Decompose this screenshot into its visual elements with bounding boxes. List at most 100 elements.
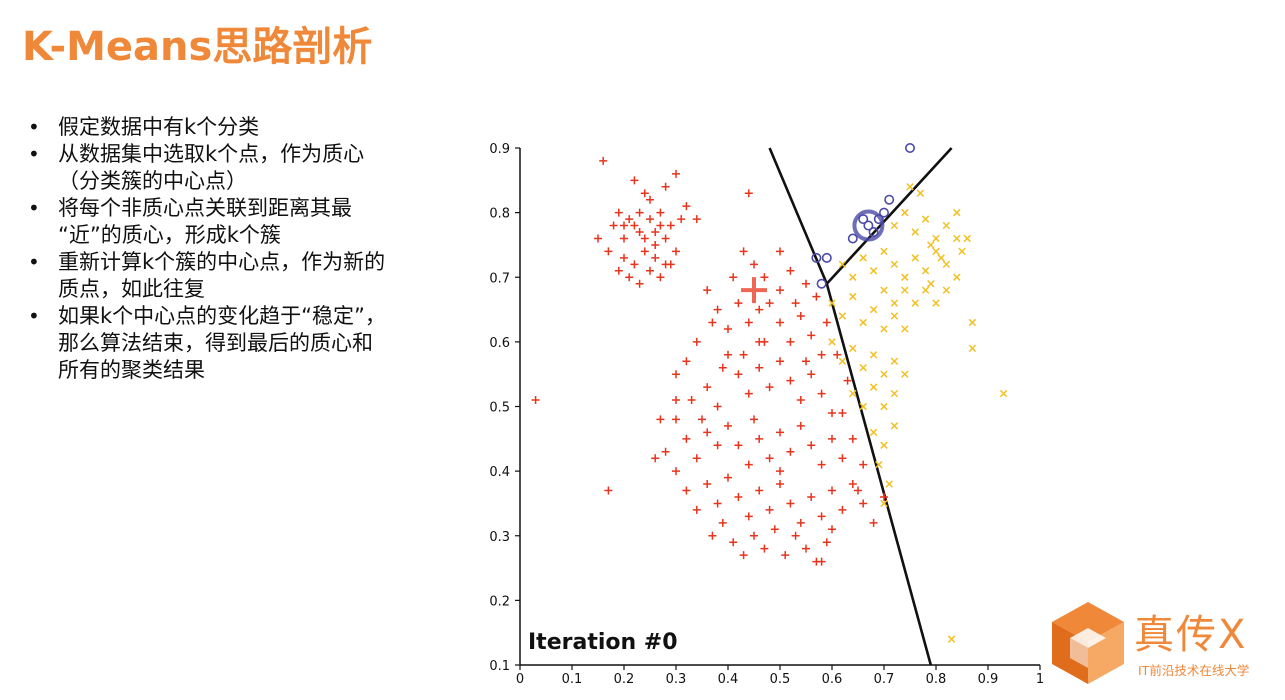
y-tick-label: 0.4: [489, 465, 510, 480]
data-point-red: [786, 337, 795, 346]
chart-points: [531, 143, 1008, 643]
data-point-red: [713, 499, 722, 508]
data-point-red: [848, 480, 857, 489]
data-point-yellow: [968, 344, 977, 353]
data-point-yellow: [921, 267, 930, 275]
x-tick-label: 0.4: [718, 672, 739, 687]
data-point-red: [708, 531, 717, 540]
x-tick-label: 0.7: [874, 672, 895, 687]
x-tick-label: 0.9: [978, 672, 999, 687]
data-point-red: [656, 415, 665, 424]
data-point-yellow: [901, 370, 909, 378]
data-point-red: [807, 370, 816, 379]
data-point-red: [744, 189, 753, 198]
x-tick-label: 0.1: [562, 672, 583, 687]
x-tick-label: 0.6: [822, 672, 843, 687]
bullet-item: • 从数据集中选取k个点，作为质心 （分类簇的中心点）: [24, 141, 464, 195]
data-point-red: [776, 286, 784, 295]
data-point-red: [838, 408, 847, 417]
bullet-line: 假定数据中有k个分类: [58, 115, 260, 139]
data-point-yellow: [885, 480, 893, 488]
bullet-line: 那么算法结束，得到最后的质心和: [58, 331, 373, 355]
data-point-red: [807, 331, 816, 340]
data-point-red: [791, 299, 800, 308]
data-point-yellow: [927, 279, 935, 288]
data-point-red: [692, 505, 701, 514]
data-point-red: [651, 253, 660, 262]
data-point-red: [635, 279, 644, 288]
data-point-red: [739, 551, 748, 560]
data-point-red: [776, 357, 784, 366]
data-point-red: [791, 531, 800, 540]
data-point-yellow: [958, 247, 966, 256]
data-point-yellow: [942, 221, 951, 230]
data-point-yellow: [849, 292, 857, 301]
bullet-line: （分类簇的中心点）: [58, 169, 247, 193]
data-point-red: [760, 544, 769, 553]
data-point-red: [604, 247, 613, 256]
data-point-yellow: [932, 234, 940, 243]
data-point-red: [822, 318, 831, 327]
bullet-line: “近”的质心，形成k个簇: [58, 223, 281, 247]
data-point-red: [770, 525, 779, 534]
data-point-red: [786, 447, 795, 456]
data-point-red: [661, 182, 670, 191]
data-point-red: [703, 286, 712, 295]
data-point-red: [859, 460, 868, 469]
data-point-yellow: [890, 260, 899, 269]
data-point-red: [651, 240, 660, 249]
data-point-yellow: [880, 325, 888, 333]
data-point-red: [739, 247, 748, 256]
data-point-yellow: [901, 286, 909, 294]
data-point-red: [802, 544, 810, 553]
data-point-red: [614, 208, 623, 217]
data-point-red: [734, 299, 743, 308]
data-point-yellow: [999, 389, 1008, 398]
bullet-line: 重新计算k个簇的中心点，作为新的: [58, 250, 386, 274]
bullet-line: 所有的聚类结果: [58, 358, 205, 382]
data-point-blue: [816, 278, 827, 289]
data-point-red: [656, 221, 665, 230]
data-point-red: [796, 396, 805, 405]
data-point-red: [796, 518, 805, 527]
data-point-red: [848, 434, 857, 443]
data-point-red: [640, 247, 649, 256]
data-point-red: [656, 208, 665, 217]
data-point-red: [630, 221, 639, 230]
data-point-red: [869, 518, 878, 527]
data-point-yellow: [838, 357, 847, 365]
data-point-red: [817, 512, 826, 521]
bullet-dot: •: [28, 250, 40, 274]
scatter-chart: 0 0.1 0.2 0.3 0.4 0.5 0.6 0.7 0.8 0.9 1 0.1 0.2 0.3 0.…: [489, 142, 1044, 687]
data-point-yellow: [901, 273, 909, 281]
data-point-red: [713, 402, 722, 411]
bullet-item: • 将每个非质心点关联到距离其最 “近”的质心，形成k个簇: [24, 195, 464, 249]
data-point-red: [661, 447, 670, 456]
data-point-red: [666, 260, 675, 269]
data-point-red: [833, 350, 842, 359]
chart-annotation: Iteration #0: [528, 630, 678, 655]
data-point-red: [646, 195, 654, 204]
data-point-red: [817, 460, 826, 469]
data-point-red: [640, 189, 649, 198]
data-point-red: [692, 215, 701, 224]
x-tick-label: 0: [516, 672, 524, 687]
data-point-yellow: [828, 338, 836, 346]
centroid-blue: [852, 209, 885, 242]
data-point-yellow: [828, 299, 836, 307]
data-point-blue: [868, 227, 879, 238]
y-tick-label: 0.2: [489, 594, 510, 609]
data-point-red: [531, 396, 540, 405]
data-point-red: [750, 531, 758, 540]
data-point-red: [859, 499, 868, 508]
data-point-red: [594, 234, 602, 243]
data-point-yellow: [911, 299, 919, 307]
data-point-yellow: [880, 370, 888, 378]
data-point-red: [682, 202, 691, 211]
data-point-red: [817, 350, 826, 359]
data-point-red: [687, 396, 696, 405]
data-point-red: [776, 247, 784, 256]
data-point-red: [739, 350, 748, 359]
data-point-yellow: [901, 325, 909, 333]
chart-grid-axes: 0 0.1 0.2 0.3 0.4 0.5 0.6 0.7 0.8 0.9 1 0.1 0.2 0.3 0.…: [489, 142, 1044, 687]
